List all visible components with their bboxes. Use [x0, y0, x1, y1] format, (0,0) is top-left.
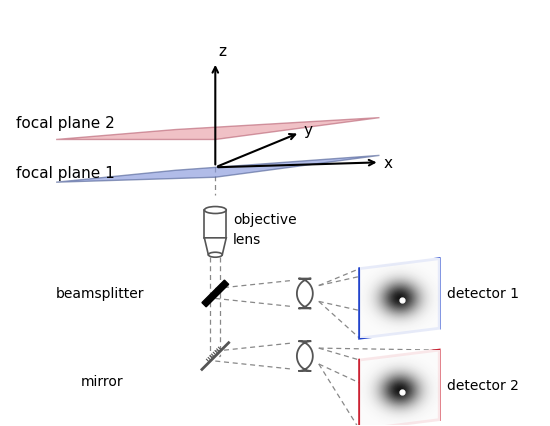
- Polygon shape: [360, 259, 439, 338]
- Text: objective
lens: objective lens: [233, 213, 297, 246]
- Text: beamsplitter: beamsplitter: [56, 287, 145, 301]
- Text: x: x: [383, 155, 393, 170]
- Polygon shape: [205, 238, 226, 255]
- Ellipse shape: [208, 253, 222, 258]
- Polygon shape: [297, 279, 313, 309]
- Polygon shape: [56, 118, 380, 140]
- Text: y: y: [304, 123, 313, 138]
- Text: focal plane 2: focal plane 2: [16, 116, 115, 131]
- Bar: [205, 210, 226, 238]
- Text: focal plane 1: focal plane 1: [16, 165, 115, 180]
- Polygon shape: [56, 156, 380, 183]
- Polygon shape: [202, 280, 229, 307]
- Ellipse shape: [205, 207, 226, 214]
- Text: detector 1: detector 1: [447, 287, 519, 301]
- Text: z: z: [218, 44, 226, 59]
- Text: mirror: mirror: [81, 374, 124, 388]
- Text: detector 2: detector 2: [447, 378, 519, 392]
- Polygon shape: [297, 341, 313, 371]
- Polygon shape: [360, 350, 439, 426]
